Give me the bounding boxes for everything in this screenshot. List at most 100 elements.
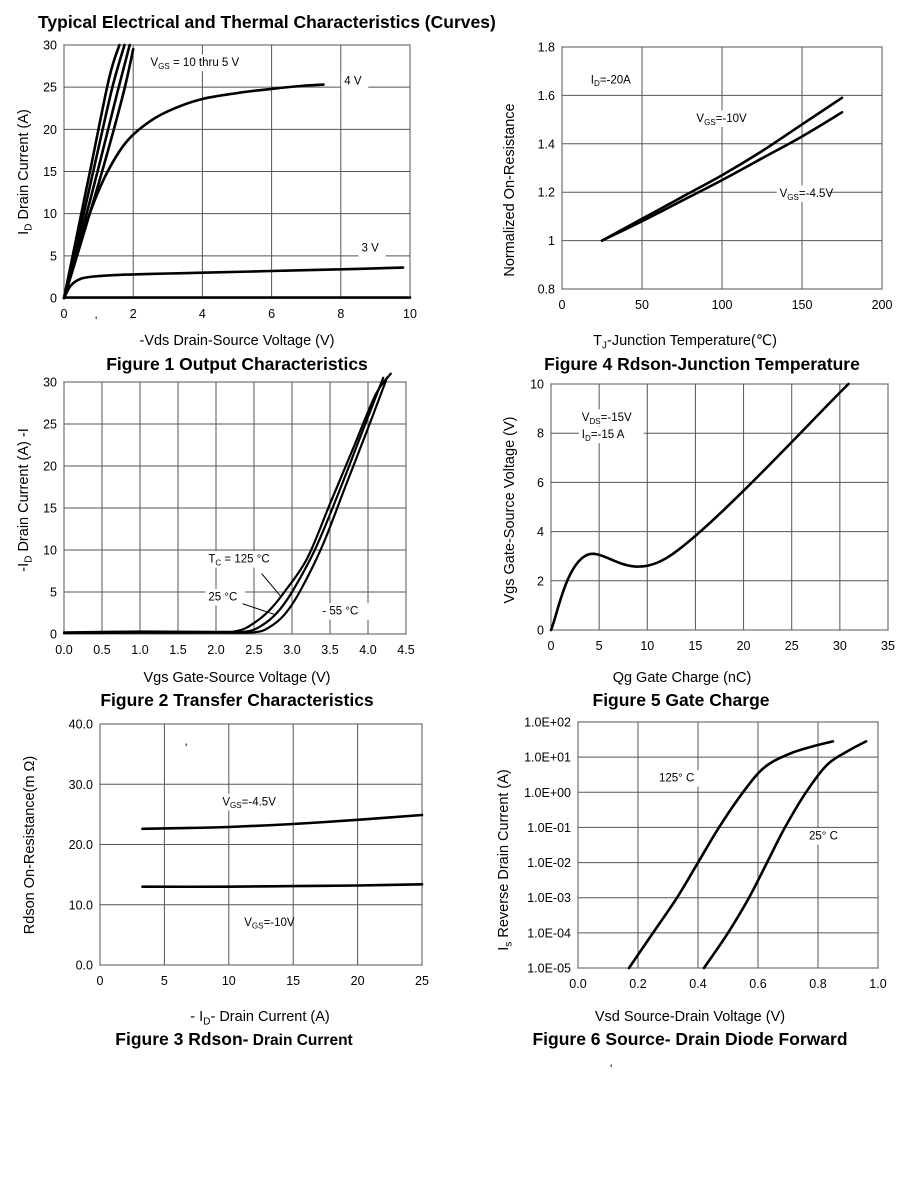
fig3-y-tick-label: 20.0 — [69, 838, 93, 852]
fig6-caption: Figure 6 Source- Drain Diode Forward — [532, 1029, 847, 1049]
fig6-chart: 0.0 0.2 0.4 0.6 0.8 1.0 1.0E-05 1.0E-04 1.0E-03 1… — [496, 716, 887, 1050]
fig2-x-tick-label: 2.5 — [245, 643, 262, 657]
fig1-x-tick-label: 10 — [403, 307, 417, 321]
fig6-y-axis-label: Is Reverse Drain Current (A) — [496, 769, 515, 951]
fig2-y-tick-label: 30 — [43, 376, 57, 390]
fig4-annotation-bg — [587, 71, 634, 89]
fig2-y-tick-label: 0 — [50, 628, 57, 642]
fig5-x-tick-label: 5 — [596, 639, 603, 653]
fig3-x-tick-label: 5 — [161, 974, 168, 988]
fig4-annotation-1: VGS=-10V — [696, 113, 747, 127]
fig3-series-0 — [141, 813, 424, 831]
fig5-x-tick-label: 15 — [688, 639, 702, 653]
fig4-chart: 0 50 100 150 200 0.8 1 1.2 1.4 1.6 1.8 ID=-20A VGS=-… — [502, 41, 892, 375]
fig2-annotation-2: - 55 °C — [322, 606, 358, 618]
fig4-x-tick-label: 50 — [635, 298, 649, 312]
fig1-x-tick-label: 6 — [268, 307, 275, 321]
fig3-caption: Figure 3 Rdson- Drain Current — [115, 1029, 352, 1049]
fig2-annotation-0: TC = 125 °C — [208, 554, 269, 568]
fig2-x-tick-label: 4.0 — [359, 643, 376, 657]
fig4-annotation-bg — [693, 110, 740, 128]
fig1-y-axis-label: ID Drain Current (A) — [16, 109, 35, 235]
fig3-annotation-bg — [241, 914, 288, 931]
fig6-series-1 — [702, 740, 868, 970]
fig4-y-tick-label: 1.2 — [538, 186, 555, 200]
fig4-x-axis-label: TJ-Junction Temperature(℃) — [593, 333, 777, 352]
fig1-y-tick-label: 20 — [43, 123, 57, 137]
stray-mark: ' — [610, 1062, 612, 1076]
fig3-x-axis-label: - ID- Drain Current (A) — [190, 1009, 329, 1028]
fig2-x-tick-label: 3.5 — [321, 643, 338, 657]
fig1-y-tick-label: 10 — [43, 207, 57, 221]
fig2-annotation-bg — [319, 603, 372, 620]
fig3-y-tick-label: 0.0 — [76, 959, 93, 973]
fig1-series-4 — [62, 83, 325, 300]
fig6-y-tick-label: 1.0E+02 — [524, 716, 571, 730]
fig2-leader-25c — [242, 603, 276, 616]
fig3-x-tick-label: 25 — [415, 974, 429, 988]
fig5-annotation-bg — [578, 409, 625, 426]
fig5-y-tick-label: 10 — [530, 378, 544, 392]
fig2-series-2 — [62, 376, 389, 635]
fig3-annotation-bg — [219, 793, 272, 811]
fig6-y-tick-label: 1.0E-01 — [527, 821, 571, 835]
fig3-y-tick-label: 30.0 — [69, 778, 93, 792]
fig6-annotation-1: 25° C — [809, 831, 838, 843]
fig1-annotation-1: 4 V — [344, 76, 362, 88]
fig5-x-tick-label: 25 — [785, 639, 799, 653]
fig6-series-0 — [627, 740, 835, 970]
fig5-y-tick-label: 2 — [537, 574, 544, 588]
fig1-x-axis-label: -Vds Drain-Source Voltage (V) — [139, 333, 334, 349]
fig2-x-tick-label: 1.0 — [131, 643, 148, 657]
fig3-x-tick-label: 20 — [351, 974, 365, 988]
fig5-chart: 0 5 10 15 20 25 30 35 0 2 4 6 8 10 VDS=-15V ID=-15 A Qg … — [502, 378, 895, 711]
fig3-series-1 — [141, 883, 424, 889]
fig6-y-tick-label: 1.0E+00 — [524, 786, 571, 800]
fig4-annotation-0: ID=-20A — [591, 74, 631, 88]
fig1-annotation-bg — [341, 73, 369, 90]
fig5-y-axis-label: Vgs Gate-Source Voltage (V) — [502, 417, 518, 604]
fig3-y-tick-label: 10.0 — [69, 898, 93, 912]
fig2-x-tick-label: 1.5 — [169, 643, 186, 657]
fig4-annotation-2: VGS=-4.5V — [780, 188, 834, 202]
stray-mark: ' — [185, 741, 187, 755]
fig4-caption: Figure 4 Rdson-Junction Temperature — [544, 354, 860, 374]
fig6-x-tick-label: 0.8 — [809, 977, 826, 991]
fig3-chart: 0 5 10 15 20 25 0.0 10.0 20.0 30.0 40.0 VGS=-4.5V VG… — [22, 718, 429, 1050]
fig5-x-tick-label: 30 — [833, 639, 847, 653]
fig2-y-tick-label: 15 — [43, 502, 57, 516]
fig2-caption: Figure 2 Transfer Characteristics — [100, 690, 374, 710]
fig1-y-tick-label: 15 — [43, 165, 57, 179]
fig6-annotation-0: 125° C — [659, 773, 694, 785]
fig2-x-tick-label: 2.0 — [207, 643, 224, 657]
fig2-y-tick-label: 10 — [43, 544, 57, 558]
fig2-leader-125c — [261, 573, 281, 597]
fig1-caption: Figure 1 Output Characteristics — [106, 354, 368, 374]
fig2-y-tick-label: 5 — [50, 586, 57, 600]
fig4-y-tick-label: 1.6 — [538, 89, 555, 103]
fig1-y-tick-label: 30 — [43, 39, 57, 53]
fig4-y-tick-label: 1.4 — [538, 137, 555, 151]
fig1-y-tick-label: 5 — [50, 249, 57, 263]
fig6-x-tick-label: 0.2 — [629, 977, 646, 991]
fig2-annotation-1: 25 °C — [208, 591, 237, 603]
fig4-x-tick-label: 100 — [712, 298, 733, 312]
fig4-series-0 — [600, 96, 844, 242]
fig6-annotation-bg — [806, 828, 852, 845]
fig5-series-0 — [549, 382, 850, 632]
fig5-x-axis-label: Qg Gate Charge (nC) — [613, 670, 752, 686]
fig2-y-tick-label: 20 — [43, 460, 57, 474]
fig1-x-tick-label: 8 — [337, 307, 344, 321]
fig5-y-tick-label: 8 — [537, 427, 544, 441]
fig1-x-tick-label: 0 — [61, 307, 68, 321]
fig4-x-tick-label: 200 — [872, 298, 893, 312]
fig1-annotation-bg — [358, 240, 386, 257]
fig3-annotation-0: VGS=-4.5V — [222, 796, 276, 810]
fig5-y-tick-label: 0 — [537, 624, 544, 638]
fig2-x-tick-label: 3.0 — [283, 643, 300, 657]
fig3-annotation-1: VGS=-10V — [244, 917, 295, 931]
fig5-annotation-0: VDS=-15V — [582, 412, 632, 426]
fig5-annotation-bg — [578, 426, 644, 444]
fig4-annotation-bg — [776, 185, 829, 203]
